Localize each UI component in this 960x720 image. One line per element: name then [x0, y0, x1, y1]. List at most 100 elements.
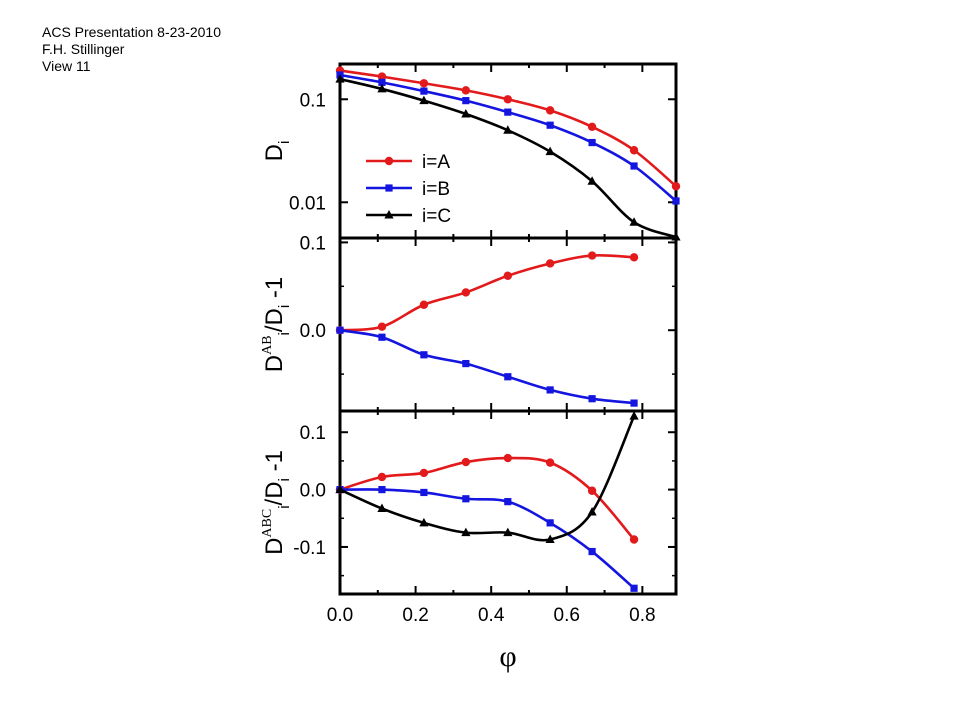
- circle-marker: [587, 122, 597, 132]
- y-axis-label-part: i: [276, 305, 293, 308]
- triangle-marker: [503, 125, 513, 134]
- y-axis-label-part: /D: [261, 308, 288, 332]
- y-tick-label: 0.1: [300, 233, 326, 254]
- square-marker: [378, 78, 386, 86]
- circle-marker: [377, 72, 387, 81]
- circle-marker: [545, 259, 555, 268]
- y-tick-label: -0.1: [293, 538, 326, 559]
- y-axis-label-part: AB: [260, 335, 275, 354]
- series-line-B: [339, 328, 635, 405]
- y-axis-label-part: D: [261, 144, 288, 161]
- series-line-B: [339, 73, 677, 202]
- series-A: [335, 453, 639, 544]
- presentation-header: ACS Presentation 8-23-2010 F.H. Stilling…: [42, 24, 221, 75]
- y-axis-label: DABi/Di -1: [260, 277, 293, 373]
- y-axis-label-part: -1: [261, 277, 288, 305]
- circle-marker: [377, 472, 387, 482]
- square-marker: [504, 108, 512, 116]
- triangle-marker: [503, 527, 513, 537]
- circle-marker: [545, 458, 555, 467]
- square-marker: [588, 547, 596, 556]
- square-marker: [378, 333, 386, 341]
- series-line-B: [339, 488, 635, 590]
- circle-marker: [419, 300, 429, 309]
- series-B: [336, 326, 638, 407]
- triangle-marker: [545, 146, 555, 156]
- y-axis-label-part: D: [261, 538, 288, 555]
- circle-marker: [629, 253, 639, 262]
- y-tick-label: 0.0: [300, 481, 326, 502]
- y-axis-label-part: i: [276, 141, 293, 144]
- square-marker: [546, 386, 554, 394]
- square-marker: [630, 399, 638, 407]
- circle-marker: [461, 457, 471, 467]
- circle-marker: [461, 86, 471, 95]
- y-axis-label-part: ABC: [260, 509, 275, 538]
- x-tick-label: 0.4: [478, 605, 505, 626]
- x-tick-label: 0.0: [327, 605, 353, 626]
- y-tick-label: 0.1: [300, 90, 326, 111]
- square-marker: [546, 121, 554, 129]
- series-A: [335, 251, 639, 335]
- triangle-marker: [377, 83, 387, 93]
- triangle-marker: [587, 176, 597, 185]
- y-axis-label-part: -1: [261, 450, 288, 478]
- circle-marker: [503, 453, 513, 463]
- triangle-marker: [629, 217, 639, 226]
- square-marker: [420, 87, 428, 95]
- legend: i=A i=B i=C: [366, 152, 451, 227]
- y-tick-label: 0.0: [300, 321, 326, 342]
- y-axis-label: Di: [261, 141, 293, 162]
- circle-marker: [671, 182, 681, 191]
- circle-marker: [629, 146, 639, 155]
- triangle-marker: [419, 95, 429, 105]
- square-marker: [420, 488, 428, 497]
- series-C: [335, 411, 639, 544]
- square-marker: [588, 395, 596, 403]
- top-panel: 0.1 0.01 i=A i=B i=C Di: [261, 62, 681, 241]
- y-axis-label-part: /D: [261, 481, 288, 505]
- x-tick-label: 0.8: [629, 605, 655, 626]
- circle-marker: [461, 288, 471, 297]
- bottom-panel-frame: [338, 409, 678, 596]
- triangle-marker: [587, 506, 597, 516]
- circle-marker: [503, 271, 513, 280]
- series-C: [335, 74, 681, 241]
- square-marker: [504, 373, 512, 381]
- circle-marker: [419, 468, 429, 478]
- square-marker: [420, 351, 428, 359]
- square-marker: [504, 498, 512, 506]
- series-line-A: [339, 254, 635, 332]
- y-axis-label-part: i: [276, 505, 293, 508]
- x-axis-label: φ: [499, 640, 516, 673]
- y-axis-label-part: D: [261, 355, 288, 372]
- triangle-marker: [461, 108, 471, 118]
- circle-marker: [377, 322, 387, 331]
- presentation-view-number: View 11: [42, 58, 91, 74]
- legend-triangle-marker: [384, 210, 394, 219]
- y-axis-label: DABCi/Di -1: [260, 450, 293, 555]
- presentation-title: ACS Presentation 8-23-2010: [42, 24, 221, 40]
- y-axis-label-part: i: [276, 332, 293, 335]
- circle-marker: [587, 251, 597, 260]
- triangle-marker: [377, 503, 387, 513]
- circle-marker: [419, 79, 429, 88]
- triangle-marker: [335, 484, 345, 494]
- square-marker: [546, 519, 554, 527]
- square-marker: [462, 97, 470, 105]
- square-marker: [630, 162, 638, 170]
- square-marker: [672, 197, 680, 205]
- square-marker: [630, 584, 638, 592]
- circle-marker: [629, 535, 639, 544]
- y-tick-label: 0.1: [300, 423, 326, 444]
- square-marker: [588, 138, 596, 147]
- square-marker: [378, 485, 386, 494]
- triangle-marker: [461, 527, 471, 537]
- legend-square-marker: [385, 184, 393, 192]
- legend-entry: i=B: [422, 179, 450, 200]
- circle-marker: [545, 106, 555, 115]
- legend-entry: i=C: [422, 206, 451, 227]
